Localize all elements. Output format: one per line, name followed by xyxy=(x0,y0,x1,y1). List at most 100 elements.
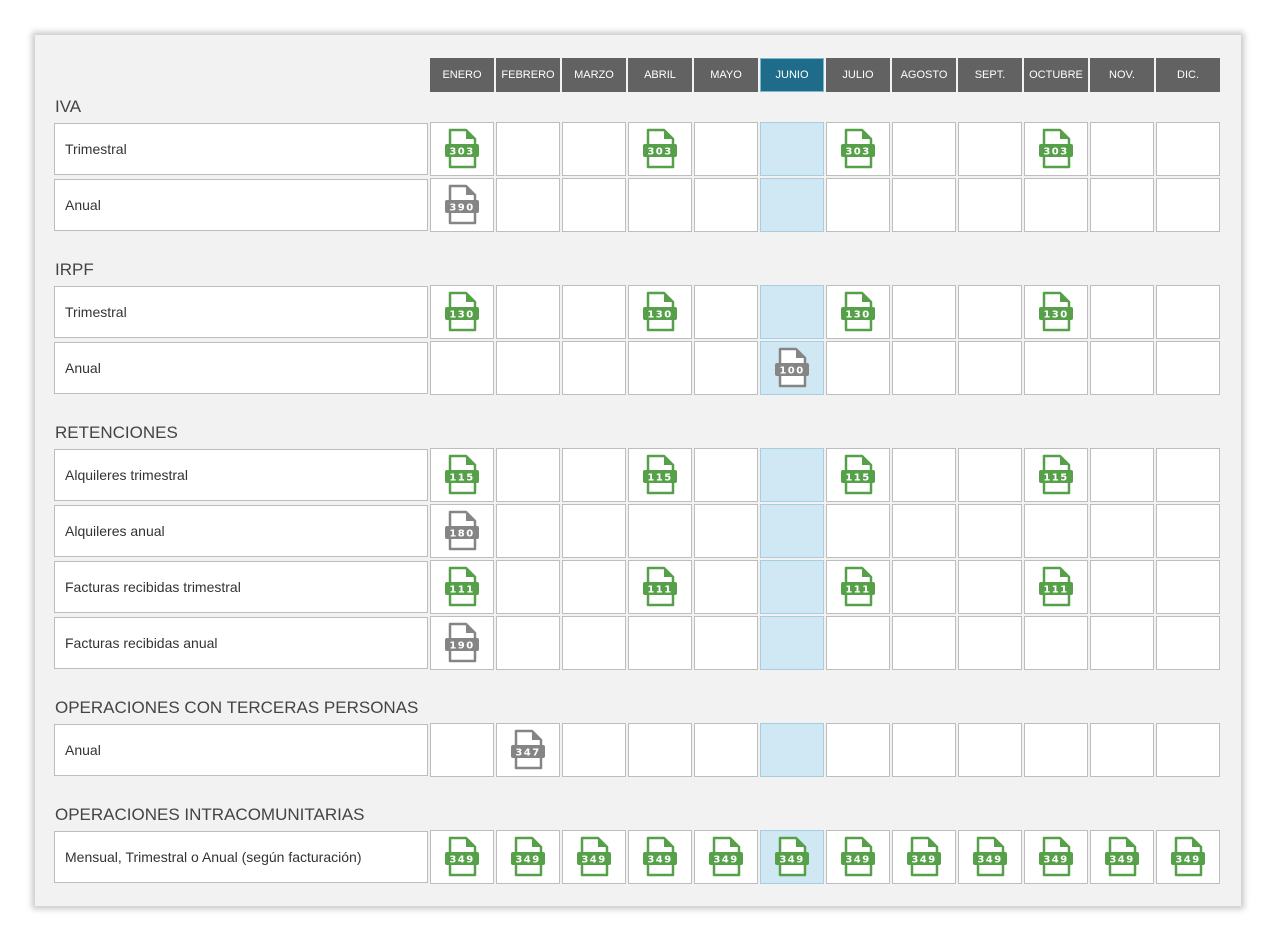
calendar-cell-junio xyxy=(760,122,824,176)
calendar-cell-sept xyxy=(958,448,1022,502)
document-fold xyxy=(994,838,1003,847)
form-code-label: 130 xyxy=(647,310,672,321)
form-111-icon[interactable]: 111 xyxy=(1038,566,1074,608)
form-code-band xyxy=(841,582,875,595)
document-fold xyxy=(466,568,475,577)
document-fold xyxy=(532,838,541,847)
calendar-cell-mayo: 349 xyxy=(694,830,758,884)
form-115-icon[interactable]: 115 xyxy=(444,454,480,496)
calendar-cell-dic xyxy=(1156,504,1220,558)
calendar-cell-octubre xyxy=(1024,723,1088,777)
form-code-band xyxy=(643,144,677,157)
form-349-icon[interactable]: 349 xyxy=(1170,836,1206,878)
calendar-cell-agosto xyxy=(892,723,956,777)
form-code-band xyxy=(1039,852,1073,865)
calendar-cell-julio xyxy=(826,504,890,558)
calendar-cell-dic xyxy=(1156,723,1220,777)
form-130-icon[interactable]: 130 xyxy=(1038,291,1074,333)
form-code-label: 111 xyxy=(449,585,474,596)
form-code-band xyxy=(1039,582,1073,595)
form-code-label: 349 xyxy=(1109,855,1134,866)
calendar-cell-nov xyxy=(1090,560,1154,614)
form-303-icon[interactable]: 303 xyxy=(444,128,480,170)
form-code-label: 111 xyxy=(647,585,672,596)
form-130-icon[interactable]: 130 xyxy=(642,291,678,333)
form-347-icon[interactable]: 347 xyxy=(510,729,546,771)
form-130-icon[interactable]: 130 xyxy=(840,291,876,333)
calendar-cell-octubre xyxy=(1024,504,1088,558)
document-fold xyxy=(598,838,607,847)
calendar-cell-agosto xyxy=(892,285,956,339)
form-code-label: 115 xyxy=(845,473,870,484)
document-fold xyxy=(664,838,673,847)
calendar-cell-dic xyxy=(1156,122,1220,176)
calendar-cell-julio xyxy=(826,616,890,670)
form-code-label: 100 xyxy=(779,366,804,377)
form-115-icon[interactable]: 115 xyxy=(840,454,876,496)
form-349-icon[interactable]: 349 xyxy=(708,836,744,878)
section-title-operaciones-con-terceras-personas: OPERACIONES CON TERCERAS PERSONAS xyxy=(55,698,419,717)
form-349-icon[interactable]: 349 xyxy=(906,836,942,878)
document-fold xyxy=(664,293,673,302)
form-349-icon[interactable]: 349 xyxy=(840,836,876,878)
calendar-cell-junio xyxy=(760,560,824,614)
calendar-cell-enero xyxy=(430,723,494,777)
form-180-icon[interactable]: 180 xyxy=(444,510,480,552)
document-fold xyxy=(1060,456,1069,465)
form-code-label: 115 xyxy=(1043,473,1068,484)
row-label-facturas-recibidas-trimestral: Facturas recibidas trimestral xyxy=(54,561,428,613)
document-fold xyxy=(664,456,673,465)
form-111-icon[interactable]: 111 xyxy=(444,566,480,608)
calendar-cell-nov xyxy=(1090,504,1154,558)
calendar-cell-febrero xyxy=(496,560,560,614)
form-code-band xyxy=(643,307,677,320)
document-fold xyxy=(1126,838,1135,847)
calendar-cell-sept xyxy=(958,616,1022,670)
form-390-icon[interactable]: 390 xyxy=(444,184,480,226)
form-349-icon[interactable]: 349 xyxy=(774,836,810,878)
form-130-icon[interactable]: 130 xyxy=(444,291,480,333)
form-111-icon[interactable]: 111 xyxy=(642,566,678,608)
form-349-icon[interactable]: 349 xyxy=(642,836,678,878)
form-349-icon[interactable]: 349 xyxy=(972,836,1008,878)
form-349-icon[interactable]: 349 xyxy=(576,836,612,878)
document-fold xyxy=(862,456,871,465)
form-349-icon[interactable]: 349 xyxy=(1038,836,1074,878)
calendar-cell-octubre xyxy=(1024,178,1088,232)
calendar-cell-mayo xyxy=(694,285,758,339)
month-header-febrero: FEBRERO xyxy=(496,58,560,92)
calendar-cell-octubre: 111 xyxy=(1024,560,1088,614)
form-303-icon[interactable]: 303 xyxy=(642,128,678,170)
calendar-cell-junio xyxy=(760,616,824,670)
form-code-band xyxy=(445,638,479,651)
form-code-label: 349 xyxy=(581,855,606,866)
form-100-icon[interactable]: 100 xyxy=(774,347,810,389)
calendar-cell-dic xyxy=(1156,285,1220,339)
section-title-operaciones-intracomunitarias: OPERACIONES INTRACOMUNITARIAS xyxy=(55,805,365,824)
form-code-label: 130 xyxy=(449,310,474,321)
form-303-icon[interactable]: 303 xyxy=(1038,128,1074,170)
calendar-cell-agosto xyxy=(892,448,956,502)
row-label-alquileres-anual: Alquileres anual xyxy=(54,505,428,557)
form-349-icon[interactable]: 349 xyxy=(1104,836,1140,878)
calendar-cell-octubre: 349 xyxy=(1024,830,1088,884)
month-header-dic: DIC. xyxy=(1156,58,1220,92)
form-code-label: 130 xyxy=(845,310,870,321)
form-190-icon[interactable]: 190 xyxy=(444,622,480,664)
form-115-icon[interactable]: 115 xyxy=(642,454,678,496)
document-fold xyxy=(730,838,739,847)
form-115-icon[interactable]: 115 xyxy=(1038,454,1074,496)
calendar-cell-mayo xyxy=(694,723,758,777)
calendar-cell-marzo xyxy=(562,448,626,502)
form-349-icon[interactable]: 349 xyxy=(444,836,480,878)
calendar-cell-agosto xyxy=(892,616,956,670)
form-code-label: 115 xyxy=(647,473,672,484)
calendar-cell-octubre: 130 xyxy=(1024,285,1088,339)
document-fold xyxy=(796,349,805,358)
form-111-icon[interactable]: 111 xyxy=(840,566,876,608)
calendar-cell-marzo xyxy=(562,178,626,232)
form-code-label: 349 xyxy=(449,855,474,866)
form-code-band xyxy=(775,852,809,865)
form-303-icon[interactable]: 303 xyxy=(840,128,876,170)
form-349-icon[interactable]: 349 xyxy=(510,836,546,878)
